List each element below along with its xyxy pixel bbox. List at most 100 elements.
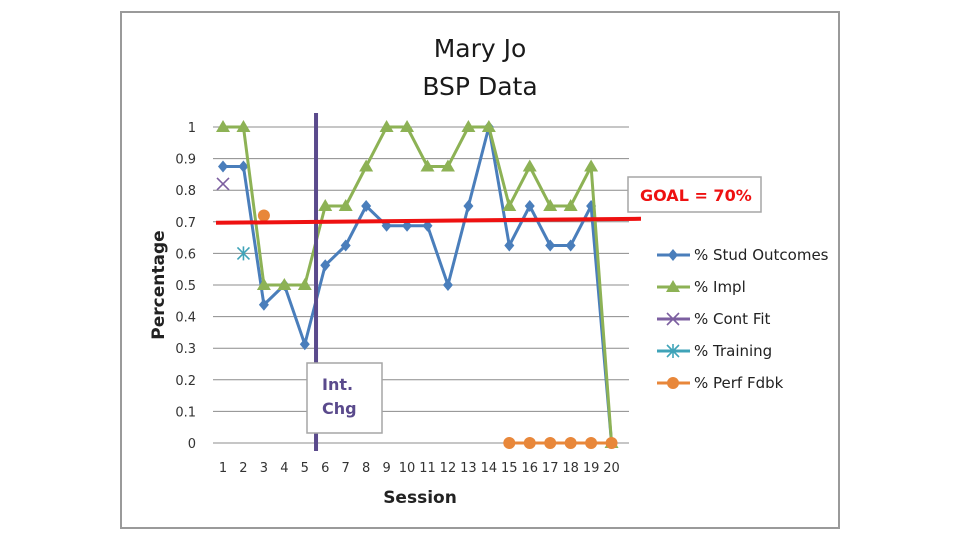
phase-change-label-box (306, 362, 383, 434)
x-tick-label: 10 (399, 461, 416, 476)
data-point (543, 199, 558, 211)
data-point (236, 120, 251, 132)
x-tick-label: 8 (362, 461, 370, 476)
data-point (481, 120, 496, 132)
data-point (216, 177, 230, 191)
x-axis-title: Session (383, 488, 457, 508)
goal-label: GOAL = 70% (640, 186, 752, 205)
legend-entry-2: % Cont Fit (657, 310, 771, 328)
legend-swatch-marker (668, 249, 678, 261)
legend-entry-0: % Stud Outcomes (657, 246, 829, 264)
y-tick-label: 0.7 (175, 216, 196, 231)
data-point (544, 437, 557, 449)
data-point (605, 437, 618, 449)
data-point (463, 200, 474, 212)
legend-entry-4: % Perf Fdbk (657, 374, 784, 392)
y-tick-label: 0.9 (175, 153, 196, 168)
x-tick-label: 11 (419, 461, 436, 476)
data-point (564, 437, 577, 449)
x-tick-label: 17 (542, 461, 559, 476)
goal-label-box (627, 176, 762, 213)
x-tick-label: 6 (321, 461, 329, 476)
legend-label: % Training (694, 342, 772, 360)
data-point (584, 159, 599, 172)
legend-label: % Stud Outcomes (694, 246, 829, 264)
data-point (257, 209, 270, 222)
data-point (442, 279, 453, 291)
data-point (440, 159, 455, 172)
data-point (565, 239, 576, 252)
x-tick-label: 13 (460, 461, 477, 476)
y-tick-label: 0 (188, 437, 196, 452)
phase-change-label-line: Int. (322, 375, 353, 394)
data-point (361, 200, 372, 212)
data-point (524, 200, 535, 212)
series-4 (257, 209, 618, 449)
goal-line (215, 216, 642, 225)
y-tick-label: 0.8 (175, 184, 196, 199)
data-point (320, 259, 331, 272)
annotations-layer: Int. Chg GOAL = 70% (215, 113, 762, 451)
data-point (318, 199, 333, 211)
legend-swatch-marker (667, 377, 679, 389)
legend-swatch-marker (666, 280, 680, 292)
x-tick-label: 2 (239, 461, 247, 476)
y-tick-label: 1 (188, 121, 196, 136)
legend-label: % Cont Fit (694, 310, 771, 328)
y-axis-title: Percentage (149, 230, 169, 339)
data-point (236, 246, 251, 261)
data-point (502, 199, 517, 211)
y-tick-label: 0.1 (175, 405, 196, 420)
legend-label: % Perf Fdbk (694, 374, 784, 392)
series-layer (216, 120, 619, 449)
phase-change-label-line: Chg (322, 399, 357, 418)
data-point (359, 159, 374, 172)
data-point (258, 298, 269, 311)
data-point (340, 239, 351, 252)
x-tick-label: 3 (260, 461, 268, 476)
x-tick-label: 1 (219, 461, 227, 476)
x-tick-label: 16 (521, 461, 538, 476)
series-1 (216, 120, 619, 448)
y-tick-label: 0.6 (175, 247, 196, 262)
data-point (400, 120, 415, 132)
y-axis-ticks: 0 0.1 0.2 0.3 0.4 0.5 0.6 0.7 0.8 0.9 1 (175, 121, 196, 452)
x-tick-label: 5 (301, 461, 309, 476)
data-point (277, 278, 292, 290)
y-tick-label: 0.3 (175, 342, 196, 357)
x-tick-label: 19 (583, 461, 600, 476)
legend-entry-1: % Impl (657, 278, 746, 296)
series-3 (236, 246, 251, 261)
data-point (545, 239, 556, 252)
x-tick-label: 7 (342, 461, 350, 476)
data-point (522, 159, 537, 172)
data-point (299, 338, 310, 351)
series-2 (216, 177, 230, 191)
y-tick-label: 0.4 (175, 311, 196, 326)
y-tick-label: 0.2 (175, 374, 196, 389)
data-point (297, 278, 312, 290)
legend-swatch-marker (666, 312, 680, 326)
data-point (563, 199, 578, 211)
x-tick-label: 20 (603, 461, 620, 476)
chart-title-line-1: Mary Jo (434, 34, 527, 63)
legend-label: % Impl (694, 278, 746, 296)
legend: % Stud Outcomes % Impl % Cont Fit % Trainin… (657, 246, 829, 392)
data-point (338, 199, 353, 211)
data-point (461, 120, 476, 132)
x-tick-label: 18 (562, 461, 579, 476)
data-point (256, 278, 271, 290)
legend-swatch-marker (666, 344, 680, 358)
x-tick-label: 15 (501, 461, 518, 476)
data-point (504, 239, 515, 252)
data-point (218, 160, 228, 173)
legend-entry-3: % Training (657, 342, 772, 360)
x-tick-label: 14 (481, 461, 498, 476)
data-point (503, 437, 516, 449)
x-axis-ticks: 1 2 3 4 5 6 7 8 9 10 11 12 13 14 15 16 17 18 19 20 (219, 461, 620, 476)
y-tick-label: 0.5 (175, 279, 196, 294)
data-point (379, 120, 394, 132)
data-point (523, 437, 536, 449)
data-point (420, 159, 435, 172)
